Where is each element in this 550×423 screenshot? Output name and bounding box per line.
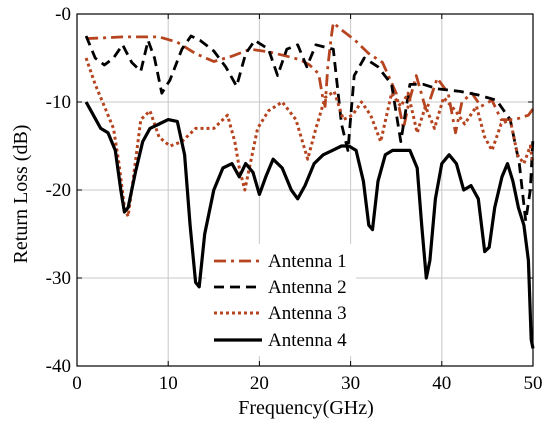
- x-tick-label: 50: [524, 373, 543, 394]
- y-tick-label: -0: [55, 4, 71, 25]
- legend-label-antenna-3: Antenna 3: [268, 303, 347, 324]
- legend-samples: [214, 259, 262, 342]
- legend: Antenna 1 Antenna 2 Antenna 3 Antenna 4: [206, 244, 356, 356]
- series-line-antenna-2: [84, 34, 535, 223]
- y-tick-label: -20: [46, 180, 71, 201]
- y-tick-labels: -0 -10 -20 -30 -40: [46, 4, 71, 377]
- x-tick-label: 0: [72, 373, 82, 394]
- x-tick-label: 40: [432, 373, 451, 394]
- x-tick-label: 20: [250, 373, 269, 394]
- series-line-antenna-4: [84, 101, 535, 349]
- legend-label-antenna-4: Antenna 4: [268, 330, 347, 351]
- y-tick-label: -40: [46, 356, 71, 377]
- series-line-antenna-1: [86, 21, 535, 135]
- y-tick-label: -10: [46, 92, 71, 113]
- series-line-antenna-3: [84, 57, 535, 218]
- y-axis-label: Return Loss (dB): [10, 125, 32, 264]
- x-tick-labels: 0 10 20 30 40 50: [72, 373, 542, 394]
- grid: [76, 13, 534, 367]
- x-tick-label: 10: [159, 373, 178, 394]
- y-tick-label: -30: [46, 268, 71, 289]
- plot-lines: [84, 21, 535, 349]
- x-tick-label: 30: [341, 373, 360, 394]
- legend-label-antenna-2: Antenna 2: [268, 277, 347, 298]
- legend-box: [206, 244, 356, 356]
- plot-frame: [76, 13, 534, 367]
- x-axis-label: Frequency(GHz): [238, 397, 374, 419]
- legend-label-antenna-1: Antenna 1: [268, 251, 347, 272]
